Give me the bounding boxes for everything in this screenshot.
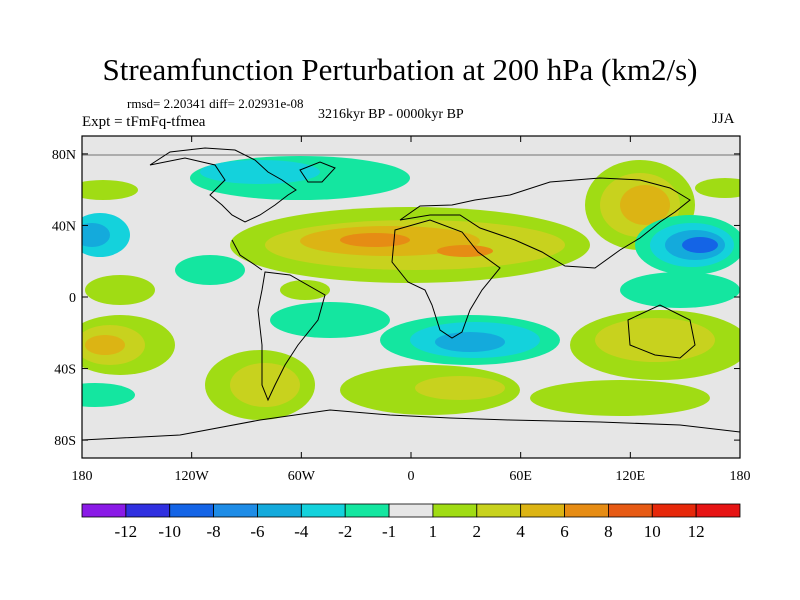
colorbar-label: 8 — [604, 522, 613, 541]
lon-tick-label: 60E — [509, 469, 532, 484]
field-atlantic-eq-pos — [280, 280, 330, 300]
field-south-africa-neg-core — [435, 332, 505, 352]
field-central-america-neg — [175, 255, 245, 285]
colorbar-label: -12 — [115, 522, 138, 541]
field-sw-pacific-pos-core — [85, 335, 125, 355]
colorbar-label: 4 — [516, 522, 525, 541]
experiment-label: Expt = tFmFq-tfmea — [82, 114, 206, 130]
coast-north-america — [149, 147, 297, 223]
field-brazil-neg — [270, 302, 390, 338]
coast-australia — [627, 304, 696, 359]
colorbar-swatch — [695, 503, 741, 518]
coast-greenland — [299, 161, 336, 183]
colorbar-label: -1 — [382, 522, 396, 541]
lon-tick-label: 60W — [288, 469, 316, 484]
colorbar-swatch — [169, 503, 215, 518]
coast-south-america — [257, 271, 326, 402]
colorbar-swatch — [476, 503, 522, 518]
field-e-pacific-pos — [85, 275, 155, 305]
colorbar-swatch — [257, 503, 302, 518]
field-s-atlantic-pos-inner — [415, 376, 505, 400]
coast-eurasia — [399, 177, 691, 269]
field-subtropical-pos-max — [340, 233, 410, 247]
lat-tick-label: 0 — [69, 291, 76, 306]
colorbar-label: 10 — [644, 522, 661, 541]
field-north-atlantic-neg-inner — [200, 160, 320, 184]
colorbar-swatch — [651, 503, 697, 518]
colorbar-swatch — [520, 503, 565, 518]
colorbar-label: -8 — [207, 522, 221, 541]
colorbar-label: 12 — [688, 522, 705, 541]
colorbar-label: -10 — [158, 522, 181, 541]
colorbar-swatch — [344, 503, 390, 518]
lat-tick-label: 40S — [54, 363, 76, 378]
colorbar-label: 6 — [560, 522, 569, 541]
lat-tick-label: 40N — [52, 219, 76, 234]
colorbar-label: -4 — [294, 522, 309, 541]
field-australia-pos-inner — [595, 318, 715, 362]
colorbar-label: -6 — [250, 522, 264, 541]
contour-fields — [82, 156, 740, 420]
coast-antarctica — [82, 409, 740, 441]
lon-tick-label: 120W — [175, 469, 210, 484]
field-sw-pacific-neg — [82, 383, 135, 407]
colorbar-swatch — [432, 503, 478, 518]
lon-tick-label: 180 — [72, 469, 93, 484]
colorbar-swatch — [81, 503, 127, 518]
lat-tick-label: 80S — [54, 434, 76, 449]
colorbar-label: 1 — [429, 522, 438, 541]
season-label: JJA — [712, 111, 735, 127]
colorbar-label: 2 — [473, 522, 482, 541]
field-ne-pacific-neg-core — [82, 223, 110, 247]
field-dateline-pos — [695, 178, 740, 198]
lon-tick-label: 120E — [616, 469, 646, 484]
chart-title: Streamfunction Perturbation at 200 hPa (… — [102, 52, 698, 87]
colorbar-swatch — [300, 503, 346, 518]
colorbar-swatch — [388, 503, 434, 518]
field-nw-pacific-pos-core — [620, 185, 670, 225]
stats-text: rmsd= 2.20341 diff= 2.02931e-08 — [127, 96, 304, 111]
colorbar-swatch — [125, 503, 171, 518]
latitude-axis: 80N 40N 0 40S 80S — [52, 148, 740, 449]
field-nw-pacific-neg-core — [682, 237, 718, 253]
coast-central-america — [231, 239, 263, 271]
lon-tick-label: 0 — [408, 469, 415, 484]
coastlines — [82, 147, 740, 441]
field-maritime-neg — [620, 272, 740, 308]
longitude-axis: 180 120W 60W 0 60E 120E 180 — [72, 136, 751, 484]
period-label: 3216kyr BP - 0000kyr BP — [318, 107, 464, 122]
lon-tick-label: 180 — [730, 469, 751, 484]
field-subtropical-pos-max2 — [437, 245, 493, 257]
field-se-pacific-pos-inner — [230, 363, 300, 407]
colorbar: -12 -10 -8 -6 -4 -2 -1 1 2 4 6 8 10 12 — [81, 503, 741, 541]
colorbar-swatch — [213, 503, 258, 518]
field-ne-pacific-pos — [82, 180, 138, 200]
field-s-indian-pos — [530, 380, 710, 416]
coast-africa — [391, 219, 501, 339]
colorbar-swatch — [608, 503, 653, 518]
lat-tick-label: 80N — [52, 148, 76, 163]
colorbar-label: -2 — [338, 522, 352, 541]
colorbar-swatch — [564, 503, 609, 518]
